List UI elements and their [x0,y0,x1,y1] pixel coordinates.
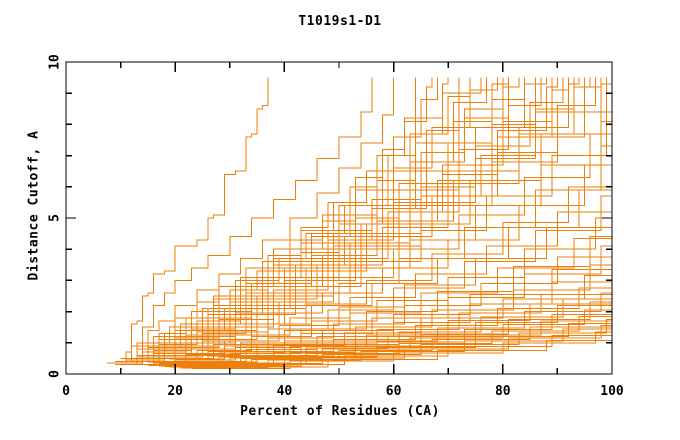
series-line [191,330,613,369]
y-tick-label: 0 [48,370,63,378]
series-line [120,77,460,364]
tick-label-layer: 0 20 40 60 80 100 0 5 10 [48,54,624,399]
series-line [186,274,613,363]
series-line [240,327,613,366]
page-title: T1019s1-D1 [298,14,382,29]
series-line [164,271,613,365]
x-tick-label: 0 [62,384,70,399]
series-line [136,224,613,366]
x-tick-label: 40 [277,384,293,399]
series-line [213,77,613,328]
series-line [180,322,613,369]
x-tick-label: 20 [167,384,183,399]
series-line [153,233,613,364]
series-line [175,296,613,366]
series-line [169,77,547,344]
series-line [169,218,613,360]
y-tick-label: 5 [48,214,63,222]
series-line [158,292,613,367]
series-line [153,77,602,356]
series-line [169,77,591,347]
series-line [175,77,564,341]
series-line [136,77,569,359]
series-line [197,289,613,364]
series-line [169,285,613,366]
x-tick-label: 80 [495,384,511,399]
y-tick-label: 10 [48,54,63,70]
x-tick-label: 60 [386,384,402,399]
series-line [180,261,613,363]
series-line [224,333,613,368]
series-line [142,177,613,363]
series-line [147,99,613,359]
series-line [153,77,509,348]
series-line [120,77,395,359]
series-line [164,303,613,368]
series-line [158,255,613,365]
series-line [115,77,613,366]
series-line [131,77,438,359]
series-line [169,313,613,368]
series-line [136,130,613,363]
series-line [120,77,509,363]
series-line [147,208,613,363]
axes-layer [65,61,613,375]
x-tick-label: 100 [600,384,624,399]
series-line [106,77,269,364]
x-axis-label: Percent of Residues (CA) [240,404,440,419]
series-line [136,77,449,356]
series-layer [106,77,613,369]
series-line [164,186,613,359]
series-line [115,77,373,363]
series-line [153,281,613,367]
